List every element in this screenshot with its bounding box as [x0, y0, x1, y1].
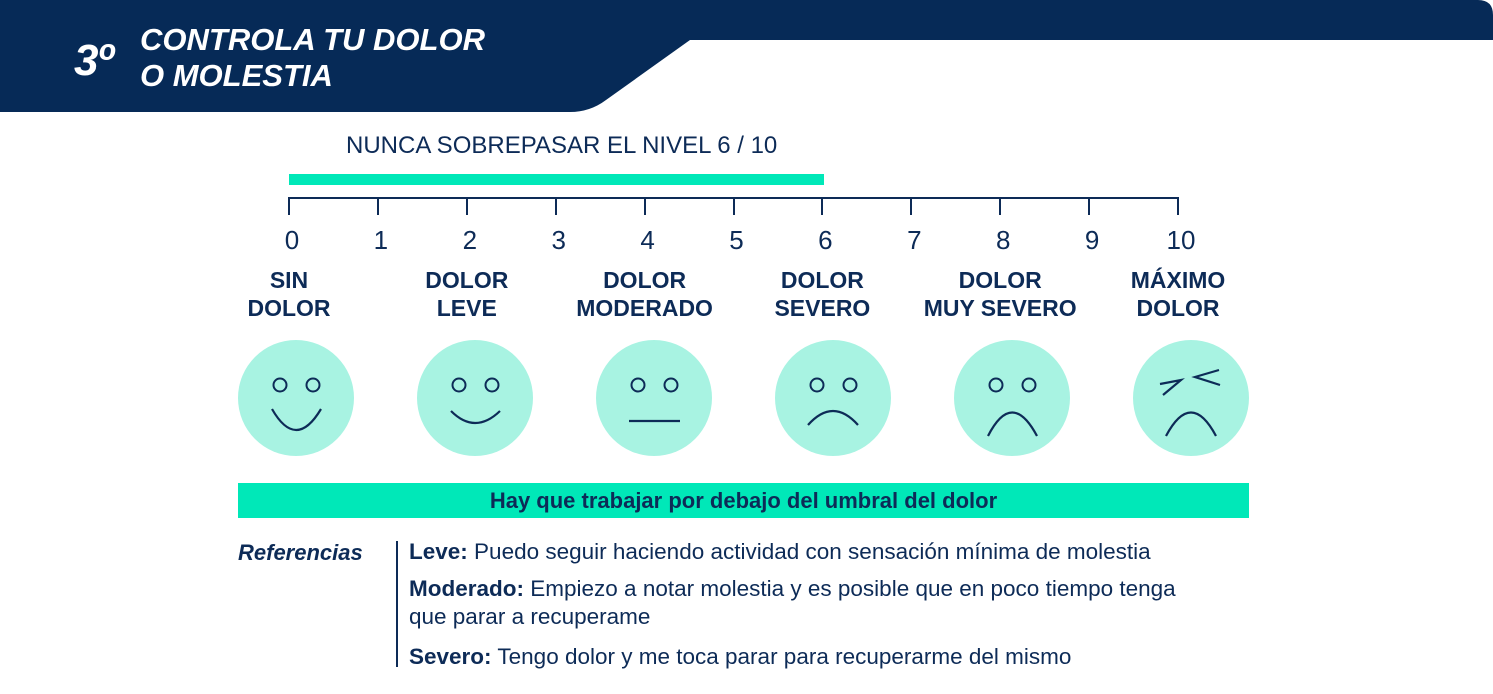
- category-line1: MÁXIMO: [1130, 267, 1226, 293]
- category-line2: DOLOR: [1136, 295, 1220, 321]
- scale-tick: [1088, 197, 1091, 215]
- references-title: Referencias: [238, 540, 363, 565]
- scale-tick-label: 8: [995, 225, 1011, 255]
- reference-term: Severo:: [409, 644, 492, 669]
- neutral-face-icon: [595, 339, 713, 457]
- reference-desc: Tengo dolor y me toca parar para recuper…: [497, 644, 1072, 669]
- reference-term: Moderado:: [409, 576, 524, 601]
- limit-bar: [289, 174, 825, 185]
- reference-desc-cont: que parar a recuperame: [409, 604, 651, 629]
- pain-category-label: MÁXIMO DOLOR: [1088, 266, 1268, 322]
- scale-tick-label: 3: [551, 225, 566, 255]
- category-line1: DOLOR: [780, 267, 864, 293]
- scale-tick: [288, 197, 290, 215]
- scale-tick: [376, 197, 379, 215]
- category-line2: LEVE: [436, 295, 497, 321]
- pain-category-label: DOLOR MODERADO: [555, 266, 735, 322]
- pain-category-label: DOLOR LEVE: [377, 266, 557, 322]
- scale-tick-label: 5: [729, 225, 744, 255]
- pain-category-label: DOLOR SEVERO: [732, 266, 912, 322]
- scale-tick-label: 0: [284, 225, 300, 255]
- scale-tick: [999, 197, 1002, 215]
- category-line1: DOLOR: [603, 267, 687, 293]
- reference-item-severo: Severo: Tengo dolor y me toca parar para…: [409, 643, 1309, 671]
- scale-tick: [732, 197, 735, 215]
- threshold-banner: Hay que trabajar por debajo del umbral d…: [238, 483, 1249, 518]
- category-line2: MUY SEVERO: [923, 295, 1077, 321]
- reference-desc: Empiezo a notar molestia y es posible qu…: [530, 576, 1176, 601]
- scale-tick-label: 7: [907, 225, 922, 255]
- reference-item-leve: Leve: Puedo seguir haciendo actividad co…: [409, 538, 1309, 566]
- category-line2: MODERADO: [576, 295, 713, 321]
- squint-frown-face-icon: [1132, 339, 1250, 457]
- scale-tick-label: 1: [373, 225, 389, 255]
- header-banner: [0, 0, 1493, 112]
- scale-tick-label: 10: [1166, 225, 1196, 255]
- category-line1: SIN: [269, 267, 309, 293]
- frown-face-icon: [774, 339, 892, 457]
- step-number: 3º: [74, 36, 114, 85]
- page-title-line1: CONTROLA TU DOLOR: [140, 22, 485, 57]
- scale-tick-label: 6: [818, 225, 833, 255]
- category-line1: DOLOR: [958, 267, 1042, 293]
- scale-tick: [643, 197, 646, 215]
- scale-tick-label: 2: [462, 225, 478, 255]
- scale-tick-label: 4: [640, 225, 655, 255]
- pain-category-label: DOLOR MUY SEVERO: [910, 266, 1090, 322]
- big-smile-face-icon: [237, 339, 355, 457]
- page-title-line2: O MOLESTIA: [140, 58, 333, 93]
- scale-tick: [910, 197, 913, 215]
- scale-tick: [554, 197, 557, 215]
- scale-tick: [465, 197, 468, 215]
- category-line2: SEVERO: [774, 295, 871, 321]
- limit-label: NUNCA SOBREPASAR EL NIVEL 6 / 10: [346, 132, 778, 159]
- category-line1: DOLOR: [425, 267, 509, 293]
- smile-face-icon: [416, 339, 534, 457]
- scale-tick: [821, 197, 824, 215]
- scale-tick-label: 9: [1084, 225, 1100, 255]
- references-divider: [396, 541, 398, 667]
- reference-item-moderado: Moderado: Empiezo a notar molestia y es …: [409, 575, 1309, 631]
- reference-term: Leve:: [409, 539, 468, 564]
- pain-category-label: SIN DOLOR: [199, 266, 379, 322]
- scale-tick: [1177, 197, 1179, 215]
- big-frown-face-icon: [953, 339, 1071, 457]
- category-line2: DOLOR: [247, 295, 331, 321]
- reference-desc: Puedo seguir haciendo actividad con sens…: [474, 539, 1151, 564]
